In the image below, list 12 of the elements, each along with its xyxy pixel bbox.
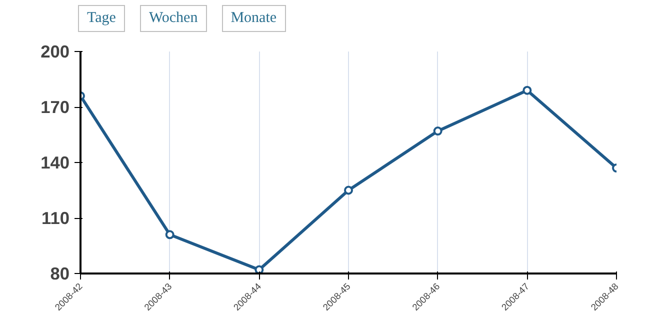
y-tick-label: 110 xyxy=(42,208,70,228)
text: Wochen xyxy=(148,9,198,28)
y-tick-label: 140 xyxy=(40,152,70,173)
point xyxy=(344,186,353,196)
text: Tage xyxy=(87,9,116,28)
point xyxy=(433,126,442,136)
text: Monate xyxy=(230,9,277,28)
y-tick-label: 200 xyxy=(40,42,70,62)
point xyxy=(522,86,532,96)
point xyxy=(165,230,174,240)
y-tick-label: 80 xyxy=(50,264,70,284)
y-tick-label: 170 xyxy=(40,97,70,118)
